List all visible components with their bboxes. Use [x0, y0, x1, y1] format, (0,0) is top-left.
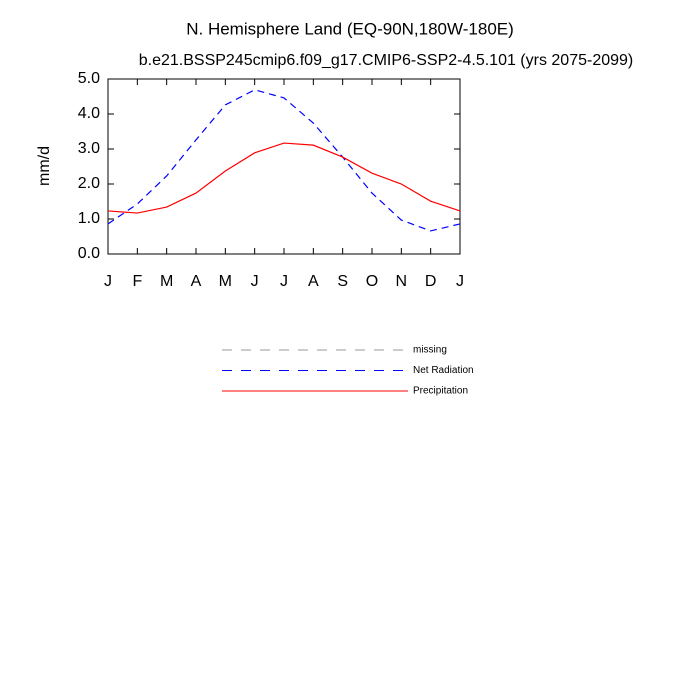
- x-tick-label: F: [132, 273, 142, 290]
- x-tick-label: D: [425, 273, 437, 290]
- x-tick-label: J: [104, 273, 112, 290]
- y-tick-label: 2.0: [78, 175, 100, 192]
- x-tick-label: S: [337, 273, 348, 290]
- x-tick-label: O: [366, 273, 378, 290]
- x-tick-label: J: [456, 273, 464, 290]
- x-tick-label: J: [280, 273, 288, 290]
- x-tick-label: N: [396, 273, 408, 290]
- y-tick-label: 5.0: [78, 70, 100, 87]
- legend-label: Precipitation: [413, 386, 468, 397]
- x-tick-label: A: [308, 273, 319, 290]
- legend-label: missing: [413, 345, 447, 356]
- legend-label: Net Radiation: [413, 365, 474, 376]
- chart-title: N. Hemisphere Land (EQ-90N,180W-180E): [186, 19, 514, 38]
- data-line: [107, 89, 461, 232]
- chart-subtitle: b.e21.BSSP245cmip6.f09_g17.CMIP6-SSP2-4.…: [139, 52, 634, 69]
- x-tick-label: J: [251, 273, 259, 290]
- y-tick-label: 3.0: [78, 140, 100, 157]
- y-axis-label: mm/d: [36, 146, 53, 186]
- x-tick-label: A: [191, 273, 202, 290]
- y-tick-label: 1.0: [78, 210, 100, 227]
- x-tick-label: M: [160, 273, 173, 290]
- y-tick-label: 4.0: [78, 105, 100, 122]
- data-line: [107, 142, 461, 214]
- y-tick-label: 0.0: [78, 245, 100, 262]
- x-tick-label: M: [219, 273, 232, 290]
